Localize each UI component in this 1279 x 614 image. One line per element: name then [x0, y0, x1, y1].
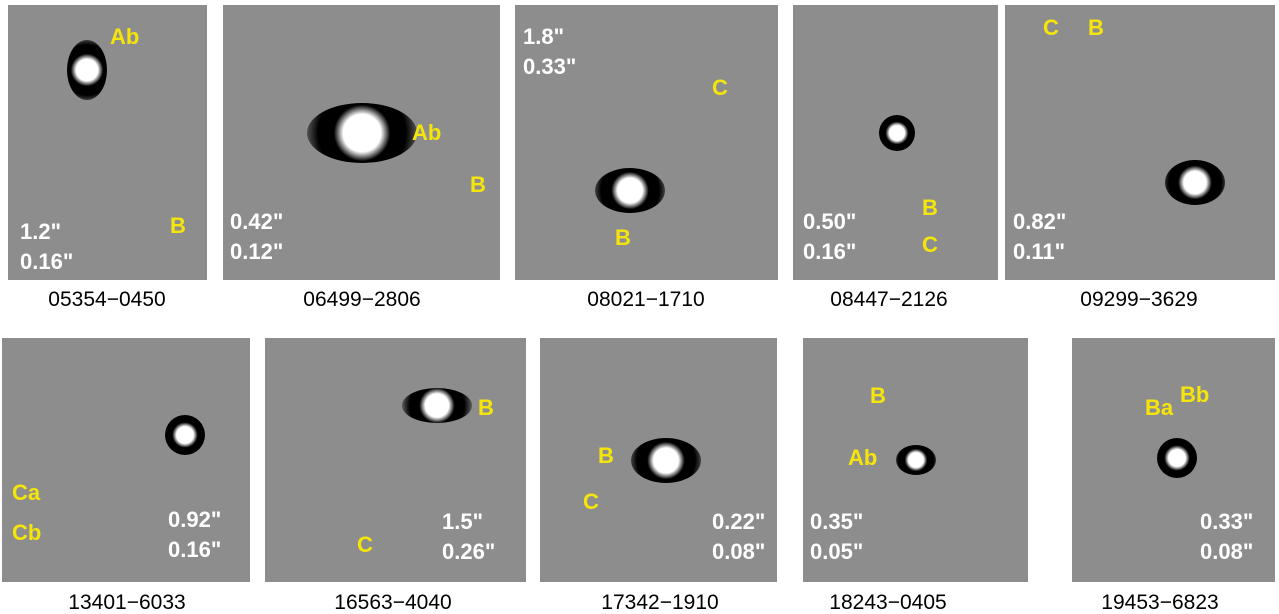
component-label: B	[870, 383, 886, 409]
star	[67, 40, 107, 100]
star	[307, 103, 417, 163]
component-label: Cb	[12, 520, 41, 546]
component-label: Ab	[412, 120, 441, 146]
scale-text: 0.92"	[168, 507, 221, 533]
caption: 05354−0450	[48, 288, 165, 312]
scale-text: 0.50"	[803, 209, 856, 235]
figure: Ab B 1.2" 0.16" 05354−0450 Ab B 0.42" 0.12" 06499…	[0, 0, 1279, 614]
scale-text: 1.8"	[523, 24, 564, 50]
component-label: B	[170, 213, 186, 239]
star	[165, 415, 205, 455]
component-label: Ab	[110, 24, 139, 50]
scale-text: 0.42"	[230, 209, 283, 235]
star	[595, 168, 665, 213]
component-label: C	[1043, 15, 1059, 41]
scale-text: 0.16"	[803, 239, 856, 265]
caption: 18243−0405	[829, 591, 946, 614]
scale-text: 1.2"	[20, 219, 61, 245]
component-label: B	[1088, 15, 1104, 41]
component-label: C	[922, 232, 938, 258]
scale-text: 0.16"	[168, 537, 221, 563]
caption: 17342−1910	[601, 591, 718, 614]
component-label: Bb	[1180, 382, 1209, 408]
star	[1165, 160, 1225, 205]
caption: 09299−3629	[1080, 288, 1197, 312]
component-label: C	[712, 75, 728, 101]
component-label: B	[470, 172, 486, 198]
scale-text: 0.22"	[712, 509, 765, 535]
component-label: C	[583, 489, 599, 515]
star	[879, 115, 915, 151]
scale-text: 0.33"	[1200, 509, 1253, 535]
scale-text: 0.35"	[810, 509, 863, 535]
component-label: Ba	[1145, 395, 1173, 421]
component-label: B	[598, 443, 614, 469]
component-label: B	[615, 225, 631, 251]
scale-text: 0.11"	[1013, 239, 1065, 265]
component-label: B	[478, 395, 494, 421]
caption: 08447−2126	[830, 288, 947, 312]
component-label: Ab	[848, 445, 877, 471]
scale-text: 0.08"	[712, 539, 765, 565]
scale-text: 0.82"	[1013, 209, 1066, 235]
star	[1157, 438, 1197, 478]
component-label: Ca	[12, 480, 40, 506]
caption: 19453−6823	[1101, 591, 1218, 614]
scale-text: 0.05"	[810, 539, 863, 565]
star	[402, 388, 472, 423]
star	[631, 438, 701, 483]
component-label: C	[357, 532, 373, 558]
caption: 06499−2806	[303, 288, 420, 312]
caption: 08021−1710	[587, 288, 704, 312]
scale-text: 1.5"	[442, 509, 483, 535]
scale-text: 0.26"	[442, 539, 495, 565]
scale-text: 0.33"	[523, 54, 576, 80]
caption: 13401−6033	[68, 591, 185, 614]
scale-text: 0.08"	[1200, 539, 1253, 565]
scale-text: 0.16"	[20, 249, 73, 275]
component-label: B	[922, 195, 938, 221]
caption: 16563−4040	[334, 591, 451, 614]
star	[896, 445, 936, 475]
scale-text: 0.12"	[230, 239, 283, 265]
